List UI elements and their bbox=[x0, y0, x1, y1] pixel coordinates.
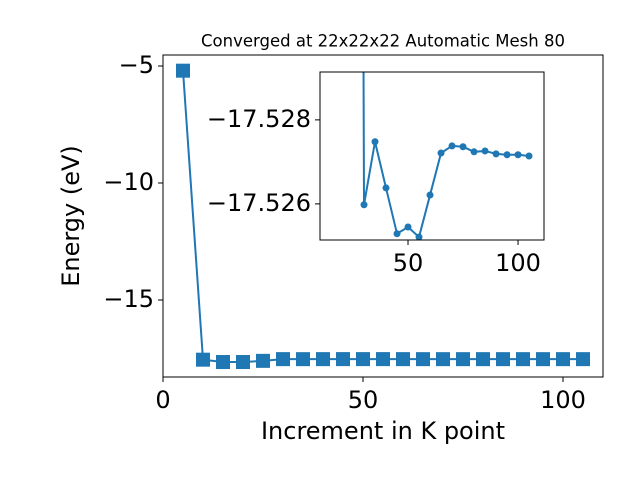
marker bbox=[496, 352, 510, 367]
y-tick-label: −17.528 bbox=[207, 105, 311, 133]
y-tick-label: −5 bbox=[119, 51, 154, 79]
marker bbox=[576, 352, 590, 367]
plot-clip bbox=[360, 72, 533, 240]
marker bbox=[256, 353, 270, 368]
marker bbox=[448, 142, 456, 150]
marker bbox=[503, 151, 511, 159]
axes-frame bbox=[319, 71, 545, 241]
marker bbox=[382, 184, 390, 192]
axes-frame bbox=[162, 54, 604, 378]
marker bbox=[236, 355, 250, 370]
x-axis-label: Increment in K point bbox=[261, 417, 505, 445]
marker bbox=[416, 352, 430, 367]
marker bbox=[516, 352, 530, 367]
x-tick-label: 100 bbox=[495, 249, 541, 277]
marker bbox=[415, 233, 423, 240]
marker bbox=[514, 151, 522, 159]
marker bbox=[404, 223, 412, 231]
plot-area bbox=[320, 72, 544, 240]
marker bbox=[437, 149, 445, 157]
marker bbox=[456, 352, 470, 367]
marker bbox=[492, 150, 500, 158]
x-tick-label: 100 bbox=[540, 386, 586, 414]
y-tick-label: −17.526 bbox=[207, 189, 311, 217]
marker bbox=[360, 201, 368, 209]
marker bbox=[176, 63, 190, 78]
marker bbox=[536, 352, 550, 367]
marker bbox=[459, 143, 467, 151]
marker bbox=[476, 352, 490, 367]
marker bbox=[376, 352, 390, 367]
marker bbox=[396, 352, 410, 367]
x-tick-label: 50 bbox=[393, 249, 424, 277]
marker bbox=[316, 352, 330, 367]
marker bbox=[296, 352, 310, 367]
marker bbox=[426, 191, 434, 199]
marker bbox=[436, 352, 450, 367]
y-tick-label: −10 bbox=[103, 168, 154, 196]
marker bbox=[393, 230, 401, 238]
marker bbox=[371, 138, 379, 146]
chart-title: Converged at 22x22x22 Automatic Mesh 80 bbox=[201, 32, 565, 51]
y-tick-label: −15 bbox=[103, 285, 154, 313]
marker bbox=[336, 352, 350, 367]
marker bbox=[481, 147, 489, 155]
marker bbox=[470, 148, 478, 156]
x-tick-label: 50 bbox=[348, 386, 379, 414]
marker bbox=[276, 352, 290, 367]
x-tick-label: 0 bbox=[155, 386, 170, 414]
y-axis-label: Energy (eV) bbox=[57, 145, 85, 287]
marker bbox=[196, 352, 210, 367]
marker bbox=[356, 352, 370, 367]
plot-clip bbox=[176, 63, 590, 370]
marker bbox=[525, 152, 533, 160]
marker bbox=[216, 355, 230, 370]
marker bbox=[556, 352, 570, 367]
